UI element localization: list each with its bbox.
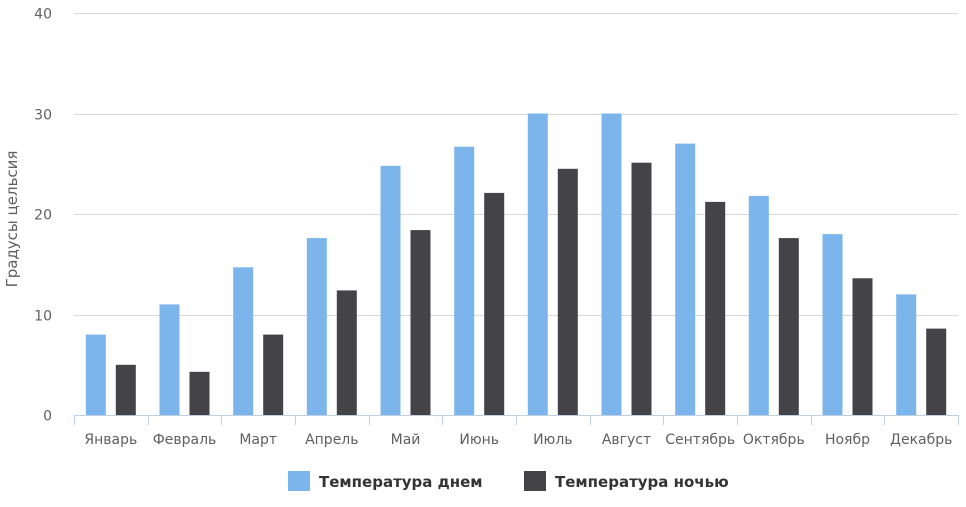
bar-night[interactable] [263,334,284,415]
y-tick-label: 10 [34,309,52,325]
legend-item-day[interactable]: Температура днем [319,473,483,491]
bar-night[interactable] [778,238,799,415]
x-category-label: Август [602,432,651,448]
y-tick-label: 20 [34,208,52,224]
x-category-label: Март [239,432,277,448]
legend-swatch[interactable] [524,471,546,491]
legend-item-night[interactable]: Температура ночью [555,473,729,491]
bar-night[interactable] [705,201,726,415]
bar-day[interactable] [306,238,327,415]
x-category-label: Октябрь [743,432,805,448]
bar-night[interactable] [926,328,947,415]
bar-night[interactable] [410,230,431,415]
bar-day[interactable] [454,146,475,415]
x-category-label: Май [391,432,421,448]
x-category-label: Февраль [153,432,217,448]
x-category-label: Апрель [305,432,358,448]
bar-night[interactable] [189,371,210,415]
bar-day[interactable] [85,334,106,415]
bar-night[interactable] [115,364,136,416]
x-category-label: Январь [84,432,137,448]
bar-night[interactable] [484,192,505,415]
bar-night[interactable] [852,278,873,415]
y-axis-title: Градусы цельсия [3,151,21,288]
legend-swatch[interactable] [288,471,310,491]
bar-day[interactable] [601,113,622,416]
bar-day[interactable] [896,294,917,415]
bar-day[interactable] [233,267,254,415]
bar-day[interactable] [527,113,548,416]
x-category-label: Сентябрь [665,432,735,448]
bar-day[interactable] [748,195,769,415]
bar-night[interactable] [557,168,578,415]
bar-day[interactable] [159,304,180,415]
bar-night[interactable] [631,162,652,415]
bar-night[interactable] [336,290,357,415]
x-category-label: Декабрь [890,432,952,448]
bar-day[interactable] [675,143,696,415]
x-category-label: Ноябр [825,432,870,448]
y-tick-label: 30 [34,108,52,124]
bar-day[interactable] [380,165,401,415]
x-category-label: Июнь [459,432,499,448]
y-tick-label: 40 [34,7,52,23]
bar-day[interactable] [822,234,843,415]
y-tick-label: 0 [43,409,52,425]
x-category-label: Июль [533,432,572,448]
